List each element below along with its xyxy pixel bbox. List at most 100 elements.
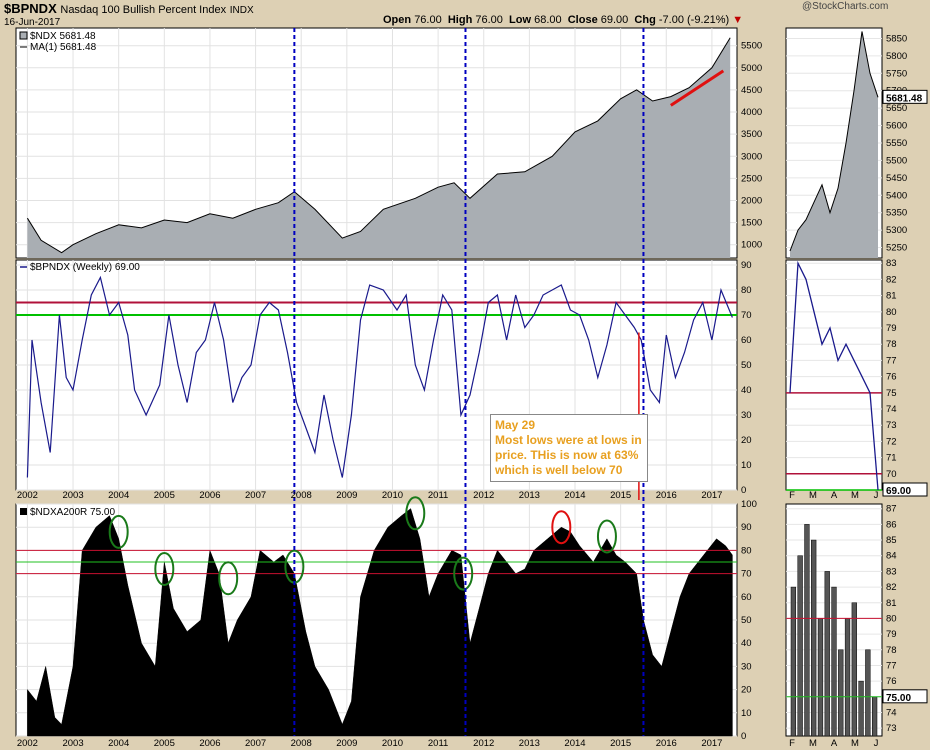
bpndx-ytick: 60	[741, 335, 752, 346]
current-value-box	[882, 689, 928, 704]
zoom-bar	[804, 524, 810, 737]
bpndx-legend: $BPNDX (Weekly) 69.00	[30, 262, 140, 273]
zoom-ytick: 84	[886, 551, 897, 562]
bpndx-line	[26, 275, 733, 478]
index-name: Nasdaq 100 Bullish Percent Index	[60, 4, 227, 16]
low-circle	[453, 556, 474, 591]
low-circle	[596, 519, 617, 554]
xaxis-label-bottom: 2003	[62, 738, 83, 749]
price-ytick: 2500	[741, 173, 762, 184]
chg-label: Chg	[634, 14, 656, 26]
ndxa-ytick: 10	[741, 708, 752, 719]
xaxis-label-bottom: 2008	[291, 738, 312, 749]
current-value-box	[882, 89, 928, 104]
xaxis-label-bottom: 2016	[656, 738, 677, 749]
low-circle	[108, 514, 129, 549]
xaxis-label-mid: 2016	[656, 490, 677, 501]
price-ytick: 3000	[741, 151, 762, 162]
bpndx-ytick: 20	[741, 435, 752, 446]
zoom-bar	[844, 618, 851, 737]
ndxa-ytick: 80	[741, 545, 752, 556]
xaxis-label-mid: 2003	[62, 490, 83, 501]
zoom-month-label: M	[851, 738, 859, 749]
bpndx-ytick: 0	[741, 485, 746, 496]
zoom-frame-1	[785, 259, 883, 491]
xaxis-label-bottom: 2010	[382, 738, 403, 749]
xaxis-label-mid: 2002	[17, 490, 38, 501]
zoom-month-label: M	[809, 738, 817, 749]
zoom-ytick: 76	[886, 372, 897, 383]
zoom-ytick: 5750	[886, 68, 907, 79]
symbol-title: $BPNDX Nasdaq 100 Bullish Percent Index …	[4, 1, 254, 16]
zoom-bar	[871, 696, 878, 737]
zoom-ytick: 73	[886, 723, 897, 734]
zoom-bar	[865, 649, 871, 737]
xaxis-label-mid: 2010	[382, 490, 403, 501]
zoom-ytick: 5850	[886, 33, 907, 44]
zoom-ytick: 5500	[886, 155, 907, 166]
zoom-ytick: 79	[886, 323, 897, 334]
xaxis-label-bottom: 2017	[701, 738, 722, 749]
current-value: 69.00	[886, 486, 911, 497]
ndxa-ytick: 20	[741, 685, 752, 696]
xaxis-label-bottom: 2002	[17, 738, 38, 749]
low-label: Low	[509, 14, 532, 26]
zoom-ytick: 5350	[886, 208, 907, 219]
xaxis-label-mid: 2011	[428, 490, 448, 501]
zoom-ytick: 77	[886, 355, 897, 366]
zoom-ytick: 73	[886, 420, 897, 431]
price-ytick: 5000	[741, 63, 762, 74]
price-ytick: 1500	[741, 218, 762, 229]
xaxis-label-bottom: 2012	[473, 738, 494, 749]
symbol: $BPNDX	[4, 1, 57, 16]
xaxis-label-bottom: 2007	[245, 738, 266, 749]
xaxis-label-mid: 2017	[701, 490, 722, 501]
price-ytick: 4000	[741, 107, 762, 118]
zoom-ytick: 74	[886, 404, 897, 415]
open-value: 76.00	[414, 14, 442, 26]
zoom-bar	[811, 539, 817, 737]
xaxis-label-bottom: 2005	[154, 738, 175, 749]
ndxa-ytick: 100	[741, 499, 757, 510]
xaxis-label-mid: 2015	[610, 490, 631, 501]
ndxa-ytick: 30	[741, 661, 752, 672]
legend-swatch	[19, 31, 28, 40]
zoom-ytick: 75	[886, 388, 897, 399]
zoom-ytick: 81	[886, 598, 897, 609]
zoom-month-label: J	[874, 738, 879, 749]
zoom-ytick: 83	[886, 566, 897, 577]
xaxis-label-mid: 2013	[519, 490, 540, 501]
zoom-ytick: 85	[886, 535, 897, 546]
zoom-ytick: 5400	[886, 190, 907, 201]
watermark: @StockCharts.com	[802, 1, 889, 12]
zoom-ytick: 5250	[886, 243, 907, 254]
ndxa-ytick: 40	[741, 638, 752, 649]
zoom-price-line	[789, 31, 879, 252]
zoom-ytick: 71	[886, 453, 897, 464]
exchange: INDX	[229, 5, 254, 16]
current-value-box	[882, 482, 928, 497]
price-ytick: 4500	[741, 85, 762, 96]
zoom-ytick: 78	[886, 339, 897, 350]
zoom-ytick: 5450	[886, 173, 907, 184]
zoom-ytick: 72	[886, 436, 897, 447]
bpndx-ytick: 70	[741, 310, 752, 321]
trendline	[670, 69, 725, 107]
current-value: 75.00	[886, 693, 911, 704]
zoom-month-label: A	[831, 490, 838, 501]
zoom-bar	[817, 618, 824, 737]
xaxis-label-bottom: 2015	[610, 738, 631, 749]
bpndx-ytick: 40	[741, 385, 752, 396]
xaxis-label-mid: 2006	[199, 490, 220, 501]
zoom-ytick: 78	[886, 645, 897, 656]
open-label: Open	[383, 14, 412, 26]
low-circle	[551, 510, 572, 545]
zoom-month-label: M	[809, 490, 817, 501]
zoom-bar	[851, 602, 857, 737]
xaxis-label-bottom: 2009	[336, 738, 357, 749]
xaxis-label-mid: 2012	[473, 490, 494, 501]
xaxis-label-mid: 2009	[336, 490, 357, 501]
zoom-month-label: M	[851, 490, 859, 501]
price-ytick: 1000	[741, 240, 762, 251]
zoom-ytick: 80	[886, 613, 897, 624]
